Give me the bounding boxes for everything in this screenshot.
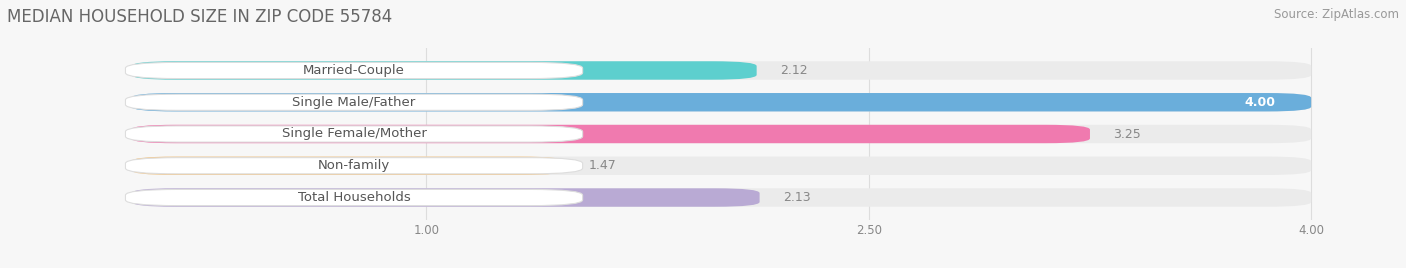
Text: 2.12: 2.12	[780, 64, 808, 77]
Text: 4.00: 4.00	[1244, 96, 1275, 109]
FancyBboxPatch shape	[125, 94, 582, 110]
FancyBboxPatch shape	[125, 189, 582, 206]
FancyBboxPatch shape	[131, 125, 1090, 143]
Text: 3.25: 3.25	[1114, 128, 1142, 140]
Text: Non-family: Non-family	[318, 159, 391, 172]
FancyBboxPatch shape	[131, 61, 1312, 80]
Text: Single Male/Father: Single Male/Father	[292, 96, 416, 109]
Text: Source: ZipAtlas.com: Source: ZipAtlas.com	[1274, 8, 1399, 21]
Text: Single Female/Mother: Single Female/Mother	[281, 128, 426, 140]
FancyBboxPatch shape	[131, 188, 759, 207]
FancyBboxPatch shape	[131, 61, 756, 80]
Text: 2.13: 2.13	[783, 191, 811, 204]
FancyBboxPatch shape	[125, 62, 582, 79]
FancyBboxPatch shape	[131, 157, 1312, 175]
FancyBboxPatch shape	[131, 93, 1312, 111]
Text: Total Households: Total Households	[298, 191, 411, 204]
Text: MEDIAN HOUSEHOLD SIZE IN ZIP CODE 55784: MEDIAN HOUSEHOLD SIZE IN ZIP CODE 55784	[7, 8, 392, 26]
FancyBboxPatch shape	[131, 188, 1312, 207]
FancyBboxPatch shape	[125, 158, 582, 174]
FancyBboxPatch shape	[131, 157, 565, 175]
FancyBboxPatch shape	[131, 125, 1312, 143]
FancyBboxPatch shape	[131, 93, 1312, 111]
Text: 1.47: 1.47	[589, 159, 616, 172]
Text: Married-Couple: Married-Couple	[304, 64, 405, 77]
FancyBboxPatch shape	[125, 126, 582, 142]
